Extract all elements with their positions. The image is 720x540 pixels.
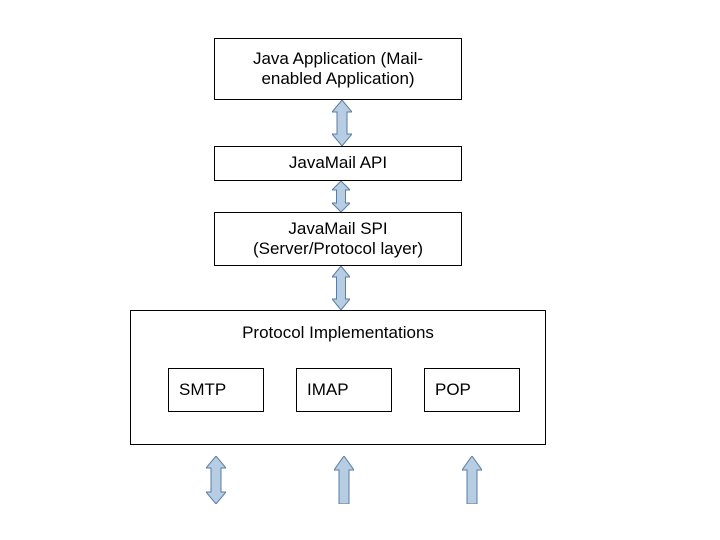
- node-imap-label: IMAP: [307, 380, 349, 400]
- node-imap: IMAP: [296, 368, 392, 412]
- node-spi-line2: (Server/Protocol layer): [253, 239, 423, 259]
- arrow-app-api: [332, 100, 352, 146]
- node-app: Java Application (Mail- enabled Applicat…: [214, 38, 462, 100]
- arrow-spi-impl: [332, 266, 350, 310]
- node-spi: JavaMail SPI (Server/Protocol layer): [214, 212, 462, 266]
- arrow-bottom-2: [334, 456, 354, 504]
- node-app-line2: enabled Application): [261, 69, 414, 89]
- node-pop: POP: [424, 368, 520, 412]
- node-pop-label: POP: [435, 380, 471, 400]
- node-app-line1: Java Application (Mail-: [253, 49, 423, 69]
- node-spi-line1: JavaMail SPI: [288, 219, 387, 239]
- node-api: JavaMail API: [214, 146, 462, 181]
- arrow-bottom-3: [462, 456, 482, 504]
- node-smtp-label: SMTP: [179, 380, 226, 400]
- node-api-label: JavaMail API: [289, 153, 387, 173]
- arrow-bottom-1: [206, 456, 226, 504]
- node-smtp: SMTP: [168, 368, 264, 412]
- node-impl-title: Protocol Implementations: [242, 323, 434, 343]
- arrow-api-spi: [332, 181, 350, 212]
